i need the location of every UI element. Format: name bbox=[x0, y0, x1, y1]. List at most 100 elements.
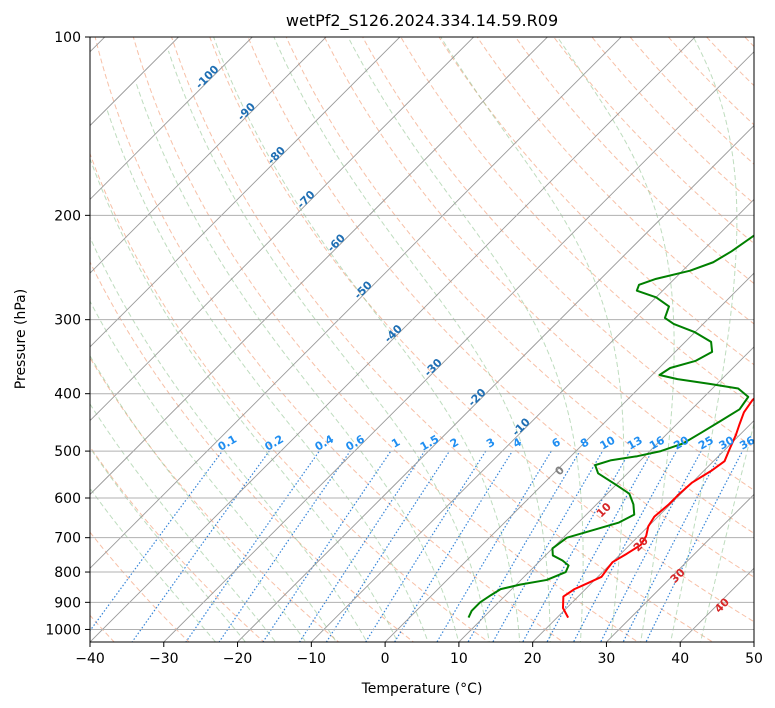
isotherm-line bbox=[90, 37, 549, 496]
mixing-ratio-label: 25 bbox=[696, 434, 716, 453]
mixing-ratio-label: 1 bbox=[389, 435, 402, 450]
x-tick-label: 0 bbox=[381, 651, 390, 667]
mixing-ratio-lines bbox=[90, 450, 744, 642]
isotherm-label: -50 bbox=[352, 278, 375, 301]
x-tick-label: 20 bbox=[524, 651, 542, 667]
mixing-ratio-label: 0.1 bbox=[216, 433, 239, 454]
mixing-ratio-line bbox=[298, 450, 426, 642]
mixing-ratio-line bbox=[492, 450, 604, 642]
isotherm-label: -30 bbox=[422, 356, 445, 379]
y-tick-label: 1000 bbox=[45, 622, 81, 638]
plot-frame bbox=[89, 36, 755, 643]
moist-adiabat-line bbox=[106, 109, 429, 642]
y-tick-label: 400 bbox=[54, 387, 81, 403]
isotherm-label: -80 bbox=[265, 144, 288, 167]
y-tick-label: 700 bbox=[54, 531, 81, 547]
mixing-ratio-line bbox=[90, 450, 223, 632]
isotherm-line bbox=[90, 37, 327, 274]
dry-adiabat-line bbox=[90, 260, 415, 642]
mixing-ratio-line bbox=[185, 450, 320, 642]
moist-adiabat-label: 30 bbox=[668, 566, 688, 586]
mixing-ratio-line bbox=[622, 450, 723, 642]
mixing-ratio-label: 0.2 bbox=[263, 433, 286, 454]
moist-adiabat-line bbox=[440, 37, 625, 642]
dry-adiabat-line bbox=[247, 37, 754, 578]
isotherm-label: -60 bbox=[325, 231, 348, 254]
chart-title: wetPf2_S126.2024.334.14.59.R09 bbox=[286, 11, 558, 31]
x-tick-label: 30 bbox=[598, 651, 616, 667]
moist-adiabat-line bbox=[90, 300, 337, 642]
mixing-ratio-label: 6 bbox=[550, 435, 563, 450]
isotherm-line bbox=[90, 37, 622, 569]
y-tick-label: 900 bbox=[54, 595, 81, 611]
mixing-ratio-label: 13 bbox=[625, 434, 645, 453]
sounding-profiles bbox=[467, 234, 754, 619]
dry-adiabat-line bbox=[514, 37, 754, 285]
moist-adiabat-line bbox=[135, 82, 460, 642]
mixing-ratio-line bbox=[546, 450, 653, 642]
dry-adiabat-line bbox=[438, 37, 754, 366]
isotherm-label: -10 bbox=[510, 415, 533, 438]
dry-adiabat-line bbox=[94, 37, 564, 642]
dry-adiabat-line bbox=[90, 152, 490, 642]
mixing-ratio-line bbox=[645, 450, 744, 642]
dry-adiabat-line bbox=[400, 37, 754, 407]
mixing-ratio-line bbox=[262, 450, 392, 642]
isotherm-line bbox=[90, 37, 475, 422]
isotherm-line bbox=[310, 198, 754, 642]
dry-adiabat-line bbox=[667, 37, 754, 126]
moist-adiabat-line bbox=[670, 37, 738, 642]
x-tick-label: −40 bbox=[75, 651, 105, 667]
isotherm-line bbox=[163, 51, 754, 642]
mixing-ratio-line bbox=[436, 450, 552, 642]
dry-adiabat-line bbox=[744, 37, 754, 48]
moist-adiabat-label: 40 bbox=[712, 595, 732, 615]
mixing-ratio-line bbox=[467, 450, 581, 642]
x-axis-title: Temperature (°C) bbox=[361, 681, 483, 697]
moist-adiabat-line bbox=[556, 37, 675, 642]
y-tick-label: 200 bbox=[54, 208, 81, 224]
moist-adiabat-line bbox=[90, 354, 307, 642]
x-tick-label: −30 bbox=[149, 651, 179, 667]
isotherm-line bbox=[532, 420, 754, 642]
isotherm-line bbox=[605, 493, 754, 642]
mixing-ratio-label: 10 bbox=[598, 433, 618, 452]
x-tick-label: 50 bbox=[745, 651, 763, 667]
moist-adiabat-line bbox=[90, 403, 277, 642]
x-tick-label: −10 bbox=[297, 651, 327, 667]
isotherm-label: -70 bbox=[294, 188, 317, 211]
moist-adiabat-line bbox=[90, 487, 217, 642]
mixing-ratio-line bbox=[365, 450, 487, 642]
isotherm-line bbox=[90, 37, 696, 642]
x-axis-ticks: −40 −30 −20 −10 0 10 20 30 40 50 bbox=[75, 642, 763, 667]
x-tick-label: −20 bbox=[223, 651, 253, 667]
moist-adiabat-label: 10 bbox=[594, 500, 614, 520]
isotherm-line bbox=[0, 10, 58, 654]
y-tick-label: 500 bbox=[54, 444, 81, 460]
dry-adiabat-line bbox=[209, 37, 754, 623]
mixing-ratio-label: 36 bbox=[737, 433, 757, 452]
dry-adiabat-line bbox=[90, 531, 190, 642]
sounding-profile-line bbox=[561, 397, 754, 619]
moist-adiabat-line bbox=[273, 37, 551, 642]
isotherm-label: -20 bbox=[465, 386, 488, 409]
dry-adiabat-line bbox=[285, 37, 754, 534]
y-axis-ticks: 100 200 300 400 500 600 700 800 900 1000 bbox=[45, 30, 90, 638]
isotherm-line bbox=[384, 272, 754, 642]
y-tick-label: 100 bbox=[54, 30, 81, 46]
isotherm-line bbox=[90, 37, 401, 348]
dry-adiabats bbox=[90, 10, 775, 654]
mixing-ratio-label: 3 bbox=[484, 435, 497, 450]
mixing-ratio-label: 0.4 bbox=[313, 432, 337, 453]
moist-adiabat-label: 0 bbox=[552, 463, 567, 478]
mixing-ratio-label: 2 bbox=[448, 435, 461, 450]
dry-adiabat-line bbox=[362, 37, 754, 449]
y-tick-label: 300 bbox=[54, 313, 81, 329]
plot-area: -100-90-80-70-60-50-40-30-20-100.1 0.2 0.4… bbox=[0, 10, 775, 654]
y-tick-label: 800 bbox=[54, 565, 81, 581]
dry-adiabat-line bbox=[756, 10, 775, 654]
dry-adiabat-line bbox=[171, 37, 714, 642]
dry-adiabat-line bbox=[591, 37, 754, 205]
x-tick-label: 10 bbox=[450, 651, 468, 667]
